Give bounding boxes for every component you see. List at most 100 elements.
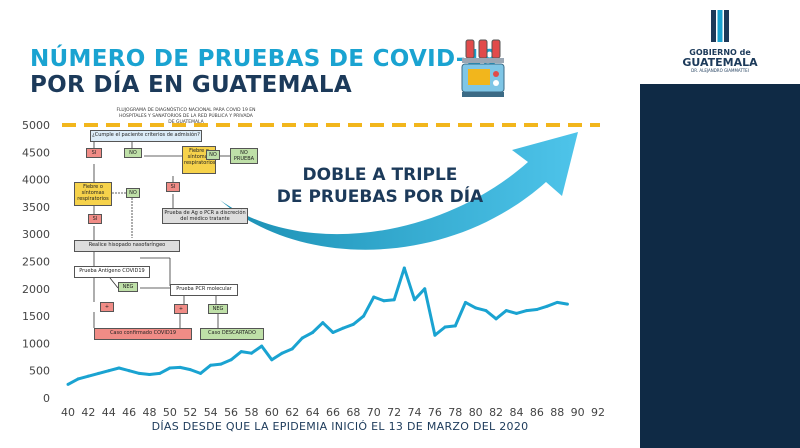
data-point <box>168 366 172 370</box>
callout-line2: DE PRUEBAS POR DÍA <box>276 187 484 207</box>
data-point <box>117 366 121 370</box>
x-tick-label: 48 <box>143 406 157 419</box>
y-tick-label: 1500 <box>22 310 50 323</box>
data-point <box>555 300 559 304</box>
x-tick-label: 68 <box>346 406 360 419</box>
y-tick-label: 0 <box>43 392 50 405</box>
data-point <box>260 344 264 348</box>
data-point <box>331 330 335 334</box>
fc-si-1: SI <box>86 148 102 158</box>
data-point <box>392 298 396 302</box>
x-tick-label: 64 <box>306 406 320 419</box>
data-point <box>494 317 498 321</box>
fc-admission-question: ¿Cumple el paciente criterios de admisió… <box>90 130 202 142</box>
y-tick-label: 4000 <box>22 174 50 187</box>
x-tick-label: 44 <box>102 406 116 419</box>
data-point <box>484 309 488 313</box>
flowchart-title: FLUJOGRAMA DE DIAGNÓSTICO NACIONAL PARA … <box>116 108 256 125</box>
x-tick-label: 58 <box>244 406 258 419</box>
data-point <box>372 295 376 299</box>
data-point <box>280 351 284 355</box>
x-tick-label: 84 <box>509 406 523 419</box>
x-tick-label: 82 <box>489 406 503 419</box>
logo-line1: GOBIERNO de <box>689 48 751 57</box>
x-tick-label: 46 <box>122 406 136 419</box>
data-point <box>351 322 355 326</box>
tests-per-day-chart: 0 500 1000 1500 2000 2500 3000 3500 4000 4500 5000… <box>22 119 605 419</box>
government-logo: GOBIERNO de GUATEMALA DR. ALEJANDRO GIAM… <box>680 8 760 78</box>
x-tick-label: 56 <box>224 406 238 419</box>
lab-test-tubes-icon <box>461 39 505 97</box>
fc-pcr-test: Prueba PCR molecular <box>170 284 238 296</box>
x-tick-label: 52 <box>183 406 197 419</box>
y-tick-label: 2500 <box>22 256 50 269</box>
data-point <box>311 330 315 334</box>
fc-pos-2: + <box>174 304 188 314</box>
fc-confirmed-case: Caso confirmado COVID19 <box>94 328 192 340</box>
fc-antigen-test: Prueba Antígeno COVID19 <box>74 266 150 278</box>
x-tick-label: 54 <box>204 406 218 419</box>
data-point <box>137 371 141 375</box>
x-tick-label: 92 <box>591 406 605 419</box>
x-tick-label: 66 <box>326 406 340 419</box>
x-tick-label: 40 <box>61 406 75 419</box>
data-point <box>525 309 529 313</box>
data-point <box>545 304 549 308</box>
data-point <box>535 308 539 312</box>
x-tick-label: 72 <box>387 406 401 419</box>
data-point <box>249 351 253 355</box>
data-point <box>290 347 294 351</box>
y-tick-label: 4500 <box>22 146 50 159</box>
x-tick-label: 88 <box>550 406 564 419</box>
data-point <box>158 371 162 375</box>
page-title-line2: POR DÍA EN GUATEMALA <box>30 72 352 98</box>
callout-text: DOBLE A TRIPLE DE PRUEBAS POR DÍA <box>270 164 490 208</box>
fc-no-prueba: NO PRUEBA <box>230 148 258 164</box>
data-point <box>178 365 182 369</box>
fc-no-1: NO <box>124 148 142 158</box>
data-point <box>270 358 274 362</box>
data-point <box>188 368 192 372</box>
data-point <box>341 326 345 330</box>
logo-line3: DR. ALEJANDRO GIAMMATTEI <box>691 68 749 73</box>
x-tick-label: 62 <box>285 406 299 419</box>
data-point <box>514 311 518 315</box>
fc-ag-pcr-discretion: Prueba de Ag o PCR a discreción del médi… <box>162 208 248 224</box>
data-point <box>229 358 233 362</box>
data-point <box>402 266 406 270</box>
x-tick-label: 80 <box>469 406 483 419</box>
fc-no-3: NO <box>126 188 140 198</box>
data-point <box>239 350 243 354</box>
series-line <box>67 266 568 386</box>
data-point <box>362 314 366 318</box>
fc-neg-1: NEG <box>118 282 138 292</box>
x-tick-label: 70 <box>367 406 381 419</box>
fc-neg-2: NEG <box>208 304 228 314</box>
callout-line1: DOBLE A TRIPLE <box>302 165 458 185</box>
data-point <box>423 287 427 291</box>
data-point <box>413 298 417 302</box>
growth-arrow <box>220 132 578 250</box>
x-tick-label: 42 <box>81 406 95 419</box>
data-point <box>474 306 478 310</box>
fc-si-3: SI <box>88 214 102 224</box>
government-emblem-icon <box>711 10 729 42</box>
x-tick-label: 90 <box>571 406 585 419</box>
fc-swab: Realice hisopado nasofaríngeo <box>74 240 180 252</box>
x-axis-label: DÍAS DESDE QUE LA EPIDEMIA INICIÓ EL 13 … <box>151 420 529 433</box>
data-point <box>219 362 223 366</box>
data-point <box>66 382 70 386</box>
y-tick-label: 500 <box>29 365 50 378</box>
x-tick-label: 50 <box>163 406 177 419</box>
data-point <box>148 373 152 377</box>
data-point <box>433 333 437 337</box>
data-point <box>76 377 80 381</box>
x-tick-label: 74 <box>408 406 422 419</box>
data-point <box>453 324 457 328</box>
y-tick-label: 2000 <box>22 283 50 296</box>
x-tick-label: 76 <box>428 406 442 419</box>
side-panel <box>640 84 800 448</box>
y-tick-label: 3000 <box>22 228 50 241</box>
data-point <box>209 363 213 367</box>
data-point <box>464 300 467 304</box>
